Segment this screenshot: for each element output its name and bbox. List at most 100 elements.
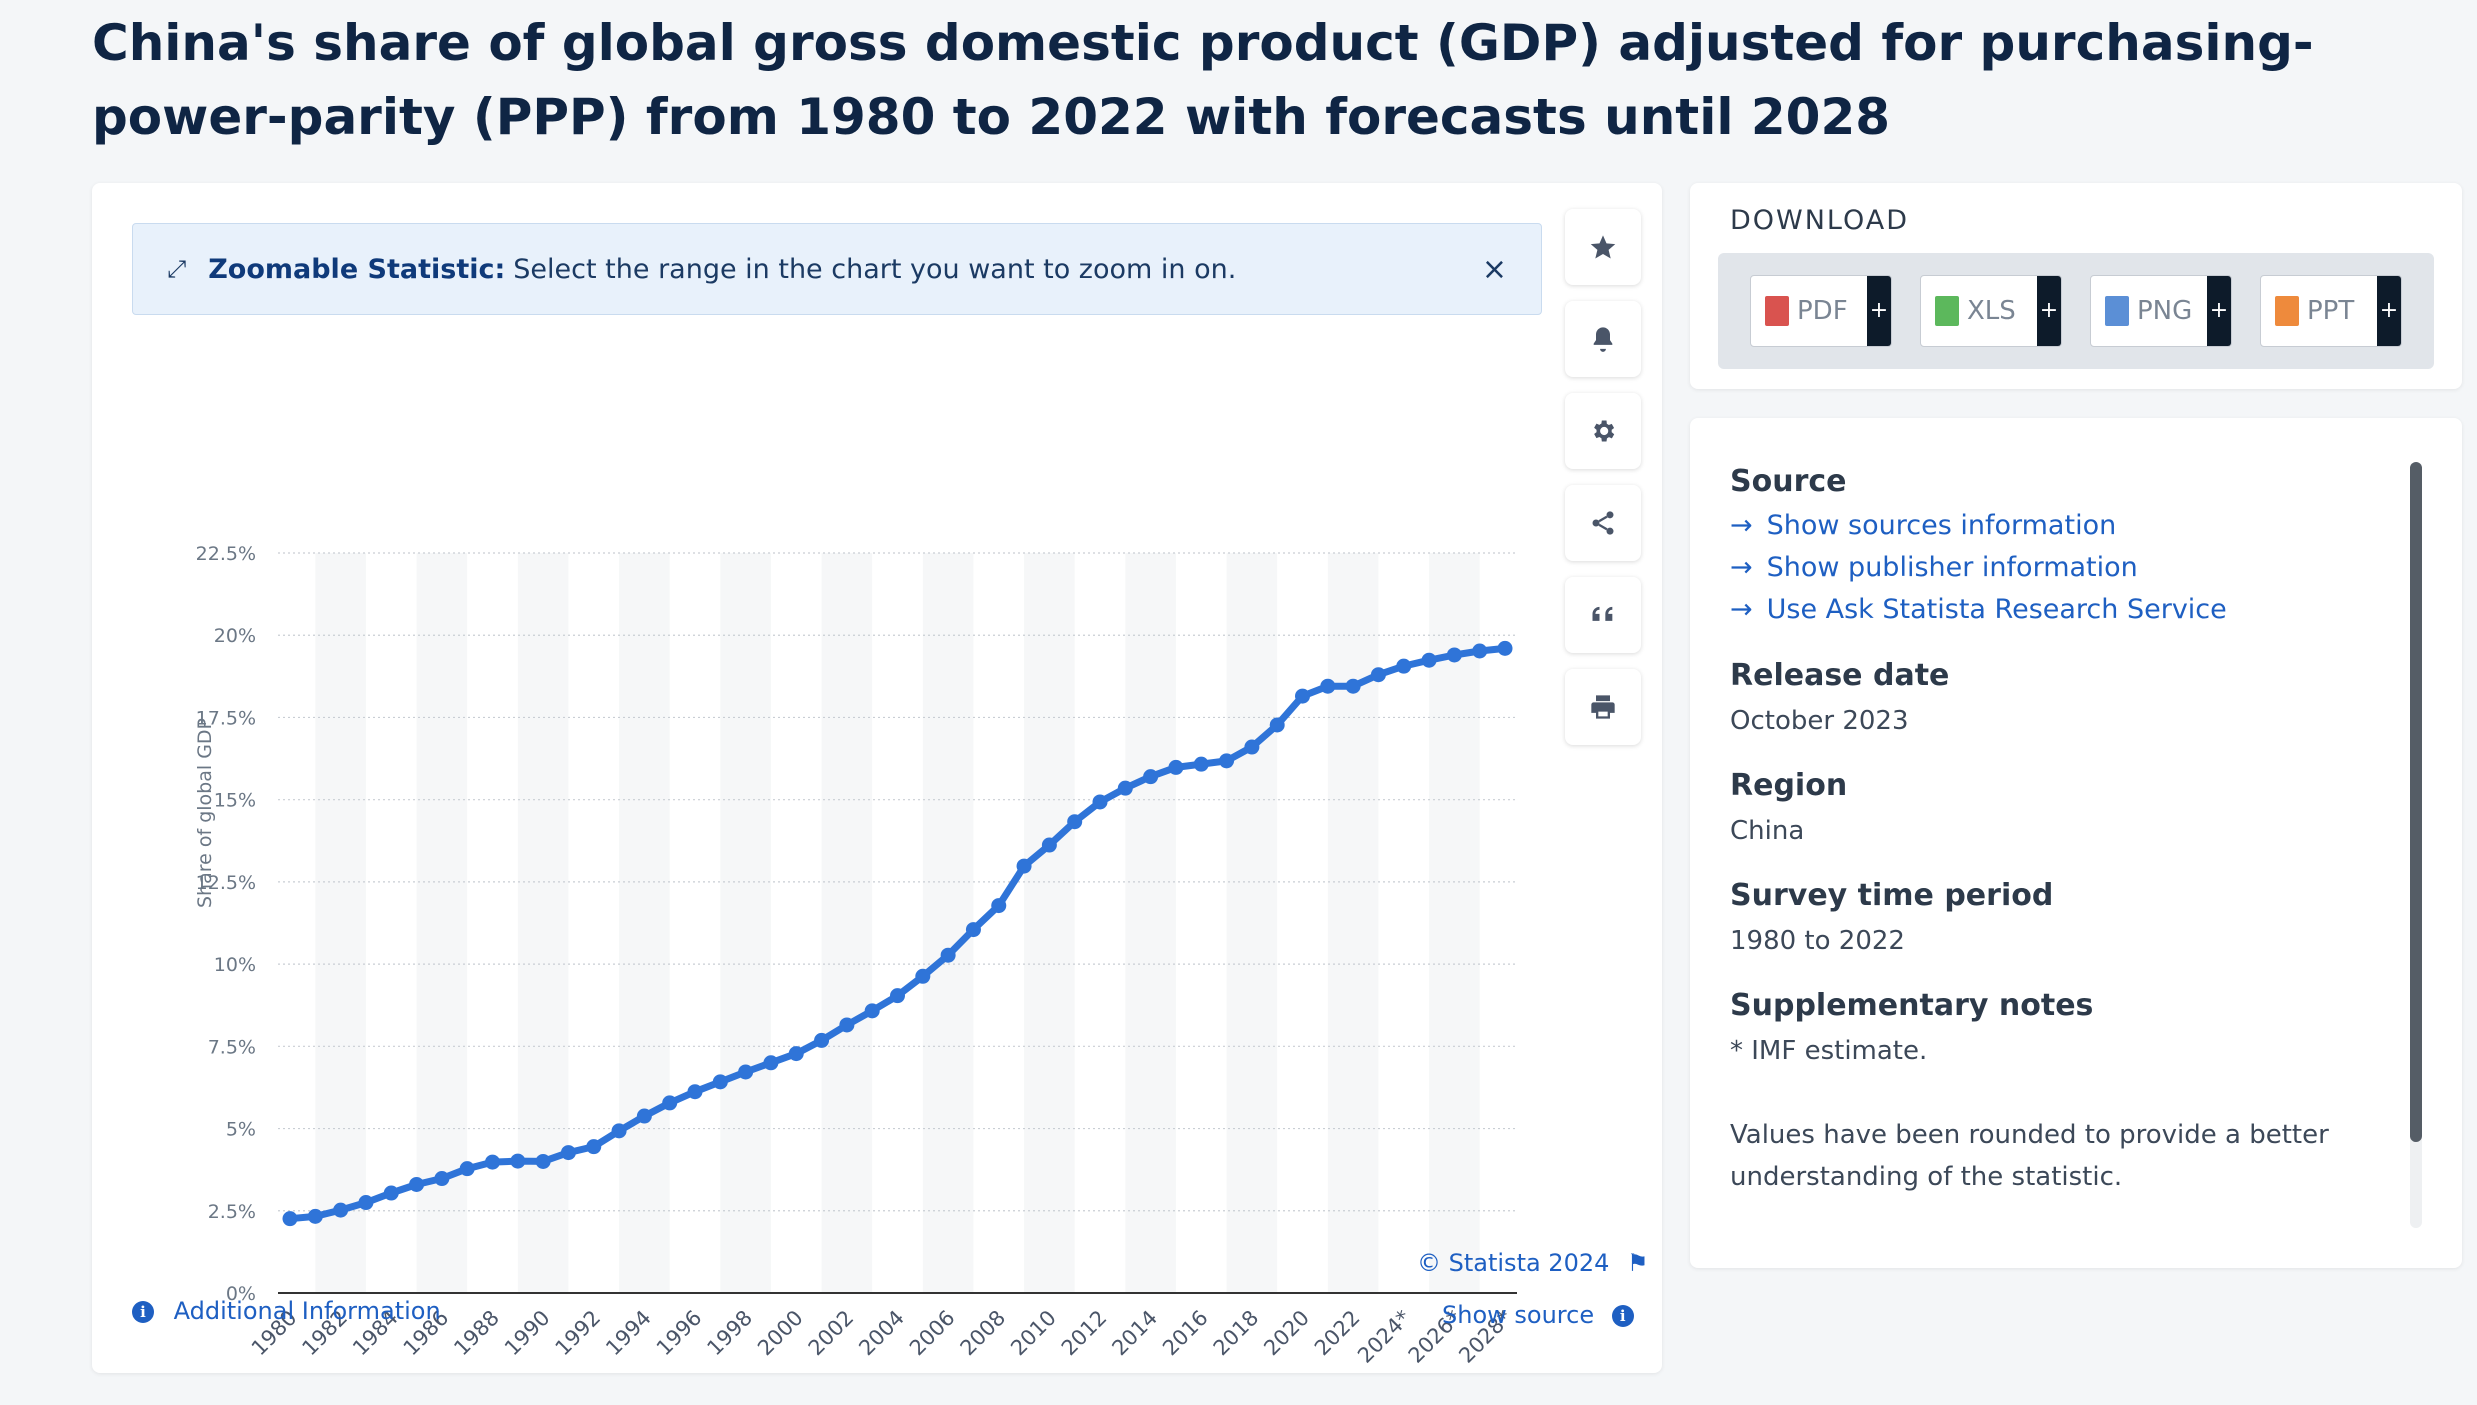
data-point[interactable] <box>763 1055 779 1071</box>
arrow-right-icon: → <box>1730 594 1753 625</box>
share-button[interactable] <box>1565 485 1641 561</box>
data-point[interactable] <box>333 1202 349 1218</box>
ask-statista-text: Use Ask Statista Research Service <box>1766 594 2227 625</box>
chart-band <box>1429 553 1480 1293</box>
survey-period-value: 1980 to 2022 <box>1730 926 1905 956</box>
info-icon: i <box>1611 1305 1634 1327</box>
arrow-right-icon: → <box>1730 552 1753 583</box>
data-point[interactable] <box>1117 780 1133 796</box>
data-point[interactable] <box>1193 756 1209 772</box>
data-point[interactable] <box>1244 739 1260 755</box>
data-point[interactable] <box>535 1153 551 1169</box>
star-icon <box>1590 235 1616 259</box>
data-point[interactable] <box>1446 647 1462 663</box>
download-pdf-label: PDF <box>1797 296 1848 326</box>
data-point[interactable] <box>991 898 1007 914</box>
data-point[interactable] <box>611 1123 627 1139</box>
download-xls-label: XLS <box>1967 296 2016 326</box>
data-point[interactable] <box>307 1208 323 1224</box>
plus-icon: + <box>1867 276 1891 346</box>
data-point[interactable] <box>1370 667 1386 683</box>
source-heading: Source <box>1730 464 1847 499</box>
rounding-note-line-1: Values have been rounded to provide a be… <box>1730 1120 2329 1150</box>
data-point[interactable] <box>1041 837 1057 853</box>
chart-band <box>619 553 670 1293</box>
line-chart[interactable]: 0% 2.5% 5% 7.5% 10% 12.5% 15% 17.5% 20% 22.5% 198… <box>132 333 1532 1373</box>
data-point[interactable] <box>788 1046 804 1062</box>
x-tick-label: 1998 <box>702 1306 757 1361</box>
data-point[interactable] <box>890 988 905 1004</box>
download-ppt-label: PPT <box>2307 296 2355 326</box>
y-tick-label: 22.5% <box>196 543 256 565</box>
data-point[interactable] <box>560 1145 576 1161</box>
cite-button[interactable] <box>1565 577 1641 653</box>
data-point[interactable] <box>662 1095 678 1111</box>
plus-icon: + <box>2207 276 2231 346</box>
data-point[interactable] <box>1269 717 1285 733</box>
data-point[interactable] <box>1067 814 1083 830</box>
download-pdf-button[interactable]: PDF + <box>1750 275 1892 347</box>
page-title: China's share of global gross domestic p… <box>92 14 2314 146</box>
download-card: DOWNLOAD PDF + XLS + PNG + PPT + <box>1690 183 2462 389</box>
data-point[interactable] <box>1345 678 1361 694</box>
data-point[interactable] <box>1219 753 1235 769</box>
data-point[interactable] <box>965 922 981 938</box>
rounding-note-line-2: understanding of the statistic. <box>1730 1162 2123 1192</box>
data-point[interactable] <box>485 1154 500 1170</box>
additional-info-link[interactable]: i Additional Information <box>132 1297 441 1325</box>
download-xls-button[interactable]: XLS + <box>1920 275 2062 347</box>
data-point[interactable] <box>1421 652 1437 668</box>
show-publisher-link[interactable]: → Show publisher information <box>1730 552 2138 583</box>
download-bar: PDF + XLS + PNG + PPT + <box>1718 253 2434 369</box>
x-tick-label: 2002 <box>804 1306 859 1361</box>
close-icon[interactable]: × <box>1481 252 1507 287</box>
data-point[interactable] <box>738 1064 754 1080</box>
data-point[interactable] <box>434 1171 450 1187</box>
print-icon <box>1591 695 1615 719</box>
chart-band <box>1226 553 1278 1293</box>
zoom-banner-label: Zoomable Statistic: <box>208 253 506 285</box>
additional-info-text: Additional Information <box>173 1297 441 1325</box>
data-point[interactable] <box>1472 643 1488 659</box>
download-ppt-button[interactable]: PPT + <box>2260 275 2402 347</box>
show-source-link[interactable]: Show source i <box>1442 1301 1634 1329</box>
copyright[interactable]: © Statista 2024 ⚑ <box>1417 1249 1649 1277</box>
data-point[interactable] <box>839 1017 855 1033</box>
settings-button[interactable] <box>1565 393 1641 469</box>
favorite-button[interactable] <box>1565 209 1641 285</box>
data-point[interactable] <box>915 968 931 984</box>
data-point[interactable] <box>1320 678 1336 694</box>
x-tick-label: 2012 <box>1057 1306 1112 1361</box>
data-point[interactable] <box>1092 794 1108 810</box>
data-point[interactable] <box>1295 688 1310 704</box>
download-png-button[interactable]: PNG + <box>2090 275 2232 347</box>
data-point[interactable] <box>940 947 956 963</box>
data-point[interactable] <box>1016 858 1032 874</box>
data-point[interactable] <box>636 1108 652 1124</box>
data-point[interactable] <box>1168 759 1184 775</box>
chart-band <box>1125 553 1176 1293</box>
data-point[interactable] <box>409 1176 425 1192</box>
data-point[interactable] <box>1396 658 1412 674</box>
data-point[interactable] <box>1143 769 1159 785</box>
data-point[interactable] <box>814 1032 830 1048</box>
data-point[interactable] <box>510 1153 526 1169</box>
data-point[interactable] <box>282 1211 298 1227</box>
series-line[interactable] <box>289 644 1506 1223</box>
notification-button[interactable] <box>1565 301 1641 377</box>
plus-icon: + <box>2377 276 2401 346</box>
data-point[interactable] <box>383 1185 399 1201</box>
y-tick-label: 2.5% <box>208 1201 256 1223</box>
scrollbar-thumb[interactable] <box>2410 462 2422 1142</box>
x-tick-label: 2006 <box>905 1306 960 1361</box>
data-point[interactable] <box>687 1084 703 1100</box>
show-sources-link[interactable]: → Show sources information <box>1730 510 2116 541</box>
data-point[interactable] <box>712 1074 728 1090</box>
data-point[interactable] <box>586 1139 602 1155</box>
data-point[interactable] <box>459 1161 475 1177</box>
data-point[interactable] <box>864 1003 880 1019</box>
data-point[interactable] <box>358 1195 374 1211</box>
ask-statista-link[interactable]: → Use Ask Statista Research Service <box>1730 594 2227 625</box>
data-point[interactable] <box>1497 640 1513 656</box>
print-button[interactable] <box>1565 669 1641 745</box>
